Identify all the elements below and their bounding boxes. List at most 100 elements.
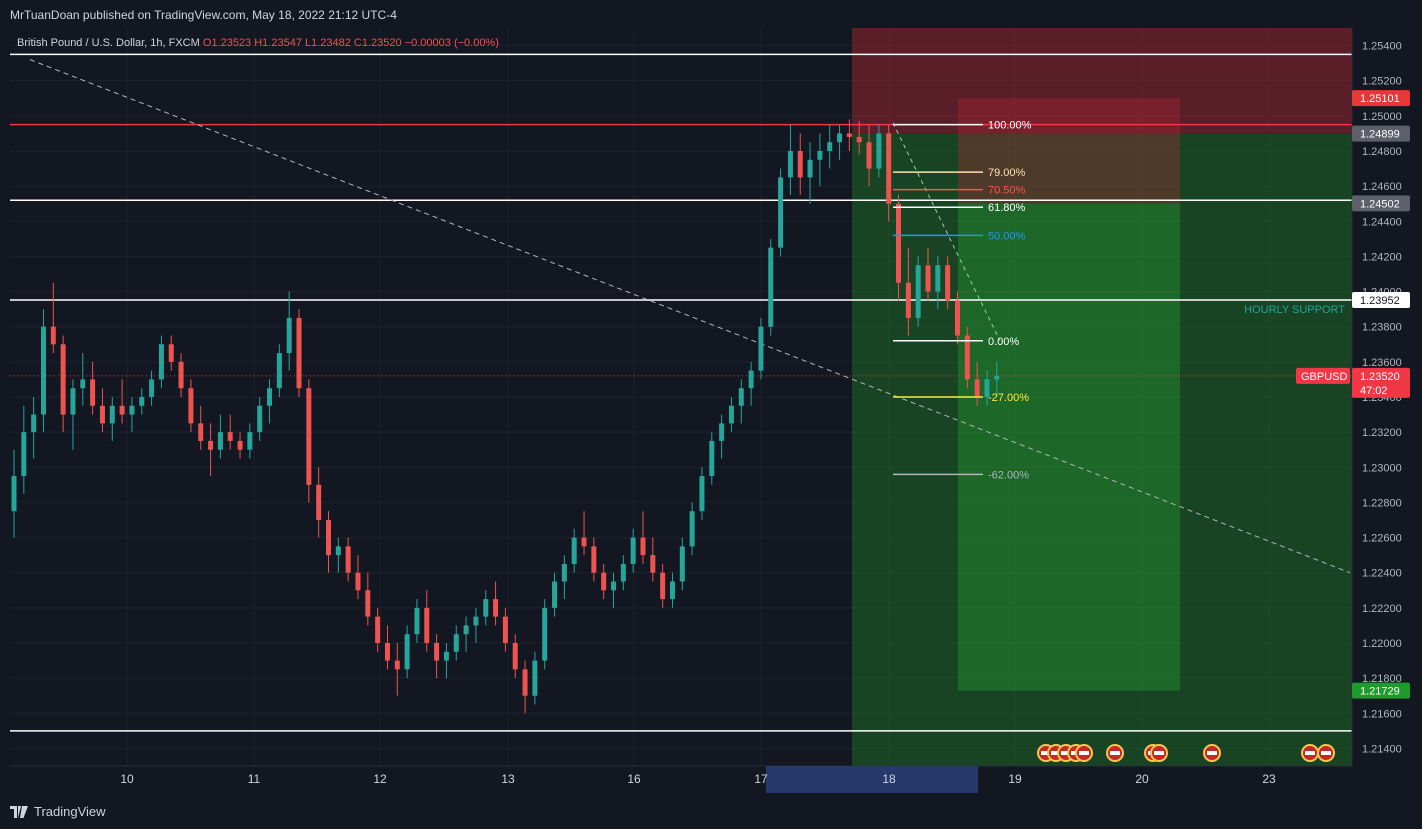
candle-body [60, 344, 66, 415]
price-tick-label: 1.25000 [1362, 111, 1402, 123]
candle-body [139, 397, 145, 406]
candle-body [394, 660, 400, 670]
time-tick-label: 23 [1262, 772, 1276, 786]
candle-body [954, 300, 960, 336]
candle-body [709, 440, 715, 477]
candle-body [935, 265, 941, 292]
time-tick-label: 11 [248, 772, 261, 786]
candle-body [217, 432, 223, 450]
trendline [29, 59, 1351, 574]
candle-body [512, 643, 518, 670]
candle-body [21, 432, 27, 477]
price-tick-label: 1.22600 [1362, 533, 1402, 545]
price-tick-label: 1.24800 [1362, 146, 1402, 158]
bottom-bar: TradingView [0, 798, 1422, 829]
candle-body [758, 326, 764, 371]
price-tick-label: 1.24200 [1362, 251, 1402, 263]
candle-body [728, 405, 734, 424]
symbol-info-part: O1.23523 [200, 37, 251, 49]
candle-body [886, 133, 892, 204]
candle-body [561, 563, 567, 582]
price-badge-label: 1.21729 [1360, 686, 1400, 698]
selected-time-range [766, 766, 978, 793]
candle-body [571, 537, 577, 564]
symbol-badge-label: GBPUSD [1301, 371, 1348, 383]
price-tick-label: 1.22800 [1362, 497, 1402, 509]
fib-level-label: 50.00% [988, 230, 1026, 242]
candle-body [719, 423, 725, 441]
flag-stripe [1079, 751, 1089, 755]
candle-body [778, 177, 784, 248]
chart-area[interactable]: 100.00% 79.00% 70.50% 61.80% 50.00% 0.00% -27.… [0, 28, 1422, 798]
fib-level-label: 100.00% [988, 120, 1032, 132]
candle-body [414, 607, 420, 635]
candle-body [650, 555, 656, 573]
candle-body [620, 563, 626, 582]
candle-body [974, 379, 980, 397]
price-tick-label: 1.23000 [1362, 462, 1402, 474]
price-chart[interactable]: 100.00% 79.00% 70.50% 61.80% 50.00% 0.00% -27.… [0, 28, 1422, 798]
tradingview-brand[interactable]: TradingView [10, 804, 106, 819]
candle-body [611, 581, 617, 591]
candle-body [384, 643, 390, 661]
candle-body [296, 317, 302, 389]
price-badge-label: 1.23952 [1360, 295, 1400, 307]
symbol-info-part: −0.00003 (−0.00%) [402, 37, 499, 49]
price-tick-label: 1.24600 [1362, 181, 1402, 193]
symbol-badge [1296, 367, 1350, 384]
price-badge [1352, 125, 1410, 142]
candle-body [591, 546, 597, 573]
tradingview-logo-icon [10, 805, 28, 818]
price-tick-label: 1.23600 [1362, 357, 1402, 369]
price-tick-label: 1.22400 [1362, 568, 1402, 580]
candle-body [375, 616, 381, 643]
flag-stripe [1051, 751, 1061, 755]
candle-body [502, 616, 508, 643]
symbol-info-part: H1.23547 [251, 37, 302, 49]
top-bar: MrTuanDoan published on TradingView.com,… [0, 0, 1422, 28]
inner-target-zone [958, 203, 1180, 691]
price-tick-label: 1.21800 [1362, 673, 1402, 685]
price-tick-label: 1.23800 [1362, 322, 1402, 334]
countdown-label: 47:02 [1360, 385, 1388, 397]
candle-body [483, 599, 489, 617]
candle-body [463, 625, 469, 635]
candle-body [267, 388, 273, 406]
price-tick-label: 1.21400 [1362, 743, 1402, 755]
candle-body [434, 643, 440, 661]
candle-body [355, 572, 361, 591]
flag-stripe [1061, 751, 1071, 755]
candle-body [601, 572, 607, 591]
time-tick-label: 12 [373, 772, 387, 786]
current-price-badge [1352, 367, 1410, 398]
price-badge-label: 1.24899 [1360, 129, 1400, 141]
candle-body [581, 537, 587, 547]
price-badge [1352, 90, 1410, 107]
candle-body [424, 607, 430, 643]
fib-level-label: 70.50% [988, 185, 1026, 197]
candle-body [915, 265, 921, 318]
candle-body [149, 379, 155, 397]
candle-body [493, 599, 499, 617]
candle-body [679, 546, 685, 582]
flag-stripe [1110, 751, 1120, 755]
price-badge-label: 1.24502 [1360, 198, 1400, 210]
fib-level-label: 0.00% [988, 336, 1019, 348]
flag-stripe [1154, 751, 1164, 755]
candle-body [168, 344, 174, 362]
candle-body [80, 379, 86, 389]
symbol-info-part: C1.23520 [351, 37, 402, 49]
candle-body [807, 159, 813, 178]
candle-body [198, 423, 204, 441]
time-tick-label: 20 [1135, 772, 1149, 786]
flag-stripe [1041, 751, 1051, 755]
time-tick-label: 18 [882, 772, 896, 786]
take-profit-zone [852, 133, 1352, 767]
candle-body [365, 590, 371, 617]
candle-body [994, 375, 1000, 380]
candle-body [335, 546, 341, 556]
candle-body [70, 388, 76, 415]
current-price-label: 1.23520 [1360, 371, 1400, 383]
price-badge [1352, 195, 1410, 212]
candle-body [876, 133, 882, 169]
